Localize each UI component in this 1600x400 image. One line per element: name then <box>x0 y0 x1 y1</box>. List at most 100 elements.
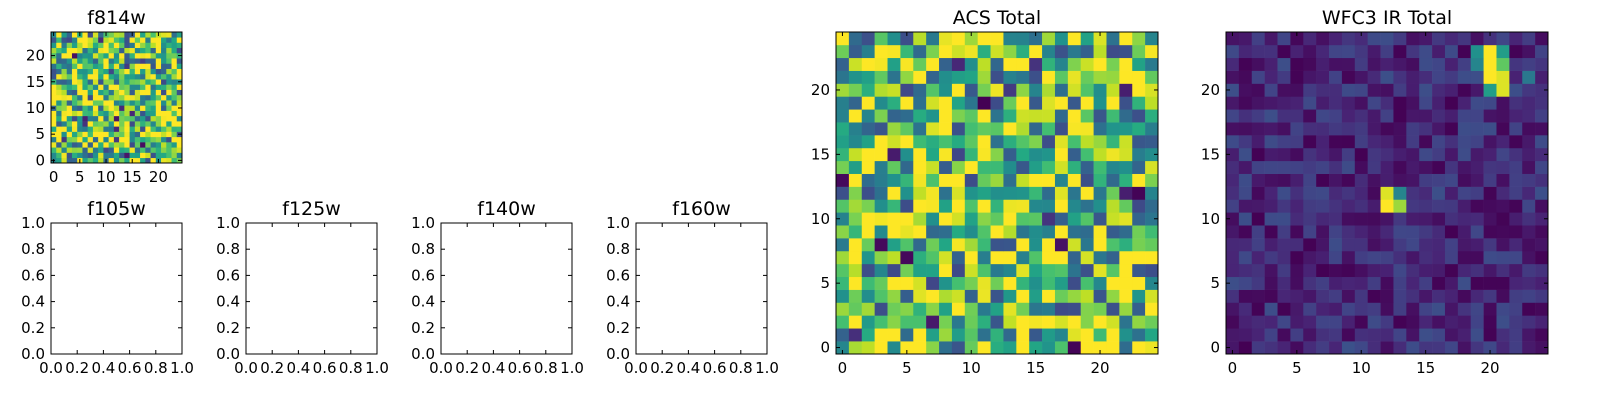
heatmap-cell <box>900 122 914 136</box>
heatmap-cell <box>150 126 157 132</box>
heatmap-cell <box>1457 57 1472 71</box>
heatmap-cell <box>1303 341 1317 355</box>
heatmap-cell <box>77 63 83 69</box>
heatmap-cell <box>1016 289 1030 303</box>
heatmap-cell <box>176 136 183 143</box>
heatmap-cell <box>1432 83 1446 97</box>
heatmap-cell <box>82 121 88 127</box>
heatmap-cell <box>1093 199 1107 213</box>
heatmap-cell <box>926 328 940 342</box>
heatmap-cell <box>900 32 914 46</box>
heatmap-cell <box>124 110 130 117</box>
heatmap-cell <box>108 110 115 117</box>
heatmap-cell <box>900 199 914 213</box>
heatmap-cell <box>82 115 88 122</box>
heatmap-cell <box>92 58 99 64</box>
heatmap-cell <box>848 315 863 329</box>
heatmap-cell <box>874 57 888 71</box>
panel-title: WFC3 IR Total <box>1322 7 1452 29</box>
x-tick-label: 5 <box>1292 359 1302 377</box>
heatmap-cell <box>1042 263 1056 278</box>
heatmap-cell <box>98 152 104 159</box>
heatmap-cell <box>1509 225 1523 239</box>
x-tick-label: 1.0 <box>560 359 584 377</box>
heatmap-cell <box>1444 250 1459 265</box>
heatmap-cell <box>140 68 146 75</box>
heatmap-cell <box>1016 212 1030 226</box>
heatmap-cell <box>1354 122 1368 136</box>
heatmap-cell <box>1341 199 1356 213</box>
heatmap-cell <box>71 100 78 106</box>
heatmap-cell <box>1132 199 1146 213</box>
heatmap-cell <box>176 42 183 49</box>
heatmap-cell <box>113 79 120 85</box>
heatmap-cell <box>1264 186 1278 200</box>
heatmap-cell <box>108 131 115 138</box>
heatmap-cell <box>161 84 167 90</box>
heatmap-cell <box>926 238 940 252</box>
x-tick-label: 15 <box>1416 359 1435 377</box>
heatmap-cell <box>1067 122 1082 136</box>
heatmap-cell <box>77 147 83 153</box>
heatmap-cell <box>1316 328 1330 342</box>
heatmap-cell <box>1509 315 1523 329</box>
heatmap-cell <box>1522 173 1536 187</box>
heatmap-cell <box>1226 44 1240 59</box>
heatmap-cell <box>134 100 141 106</box>
heatmap-cell <box>964 173 978 187</box>
heatmap-cell <box>92 73 99 80</box>
heatmap-cell <box>1264 135 1278 149</box>
heatmap-cell <box>1419 289 1433 303</box>
heatmap-cell <box>951 225 966 239</box>
heatmap-cell <box>150 105 157 111</box>
heatmap-cell <box>951 212 966 226</box>
heatmap-cell <box>103 79 109 85</box>
heatmap-cell <box>1393 328 1407 342</box>
heatmap-cell <box>1432 238 1446 252</box>
heatmap-cell <box>51 63 57 69</box>
heatmap-cell <box>1029 289 1043 303</box>
heatmap-cell <box>82 100 88 106</box>
heatmap-cell <box>1251 263 1265 278</box>
heatmap-cell <box>951 328 966 342</box>
x-tick-label: 15 <box>123 168 142 186</box>
heatmap-cell <box>1470 70 1484 84</box>
heatmap-cell <box>913 328 927 342</box>
heatmap-cell <box>124 47 130 54</box>
heatmap-cell <box>1093 250 1107 265</box>
heatmap-cell <box>874 32 888 46</box>
heatmap-cell <box>1354 57 1368 71</box>
heatmap-cell <box>1496 212 1510 226</box>
heatmap-cell <box>1470 160 1484 174</box>
heatmap-cell <box>1354 199 1368 213</box>
heatmap-cell <box>145 52 151 59</box>
heatmap-cell <box>1367 289 1381 303</box>
heatmap-cell <box>140 147 146 153</box>
heatmap-cell <box>113 115 120 122</box>
heatmap-cell <box>56 105 62 111</box>
heatmap-cell <box>861 263 875 278</box>
heatmap-cell <box>1522 70 1536 84</box>
heatmap-cell <box>887 263 901 278</box>
heatmap-cell <box>161 42 167 49</box>
y-tick-label: 0 <box>35 151 45 169</box>
heatmap-cell <box>1119 147 1133 162</box>
heatmap-cell <box>108 136 115 143</box>
heatmap-cell <box>1251 173 1265 187</box>
heatmap-cell <box>129 84 136 90</box>
heatmap-cell <box>964 199 978 213</box>
heatmap-cell <box>124 115 130 122</box>
heatmap-cell <box>82 131 88 138</box>
heatmap-cell <box>1406 173 1420 187</box>
heatmap-cell <box>913 57 927 71</box>
heatmap-cell <box>990 276 1004 290</box>
heatmap-cell <box>1341 186 1356 200</box>
heatmap-cell <box>82 152 88 159</box>
heatmap-cell <box>1106 70 1120 84</box>
heatmap-cell <box>1226 57 1240 71</box>
heatmap-cell <box>836 173 850 187</box>
heatmap-cell <box>1251 44 1265 59</box>
heatmap-cell <box>1483 44 1497 59</box>
heatmap-cell <box>145 63 151 69</box>
y-tick-label: 0.8 <box>21 240 45 258</box>
